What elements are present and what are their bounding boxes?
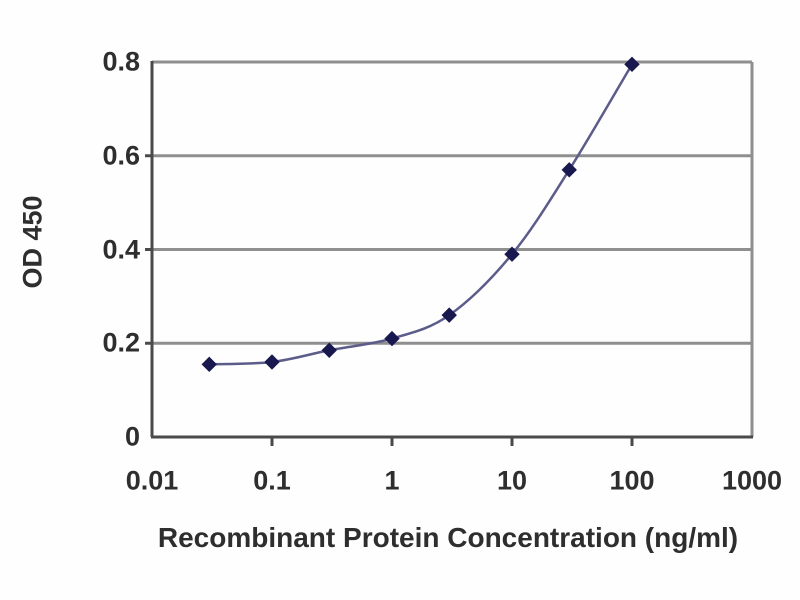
y-axis-title: OD 450 — [17, 195, 48, 289]
y-tick-label: 0.6 — [102, 140, 140, 171]
x-tick-label: 0.1 — [253, 465, 291, 496]
data-point-marker — [624, 56, 640, 73]
series-line — [209, 63, 634, 366]
y-tick-label: 0.2 — [102, 327, 140, 358]
data-point-marker — [441, 307, 457, 323]
x-tick-label: 0.01 — [125, 465, 179, 496]
data-point-marker — [264, 354, 280, 370]
data-point-marker — [504, 246, 520, 262]
x-tick-label: 1 — [384, 465, 400, 496]
x-tick-label: 100 — [609, 465, 655, 496]
data-point-marker — [321, 342, 337, 358]
data-point-marker — [201, 356, 217, 373]
y-tick-label: 0.8 — [102, 46, 140, 77]
y-tick-label: 0.4 — [102, 234, 140, 264]
data-point-marker — [384, 330, 400, 347]
x-tick-label: 1000 — [721, 465, 783, 496]
x-tick-label: 10 — [496, 465, 528, 496]
data-point-marker — [561, 162, 577, 178]
y-tick-label: 0 — [124, 421, 140, 452]
x-axis-title: Recombinant Protein Concentration (ng/ml… — [157, 522, 739, 553]
